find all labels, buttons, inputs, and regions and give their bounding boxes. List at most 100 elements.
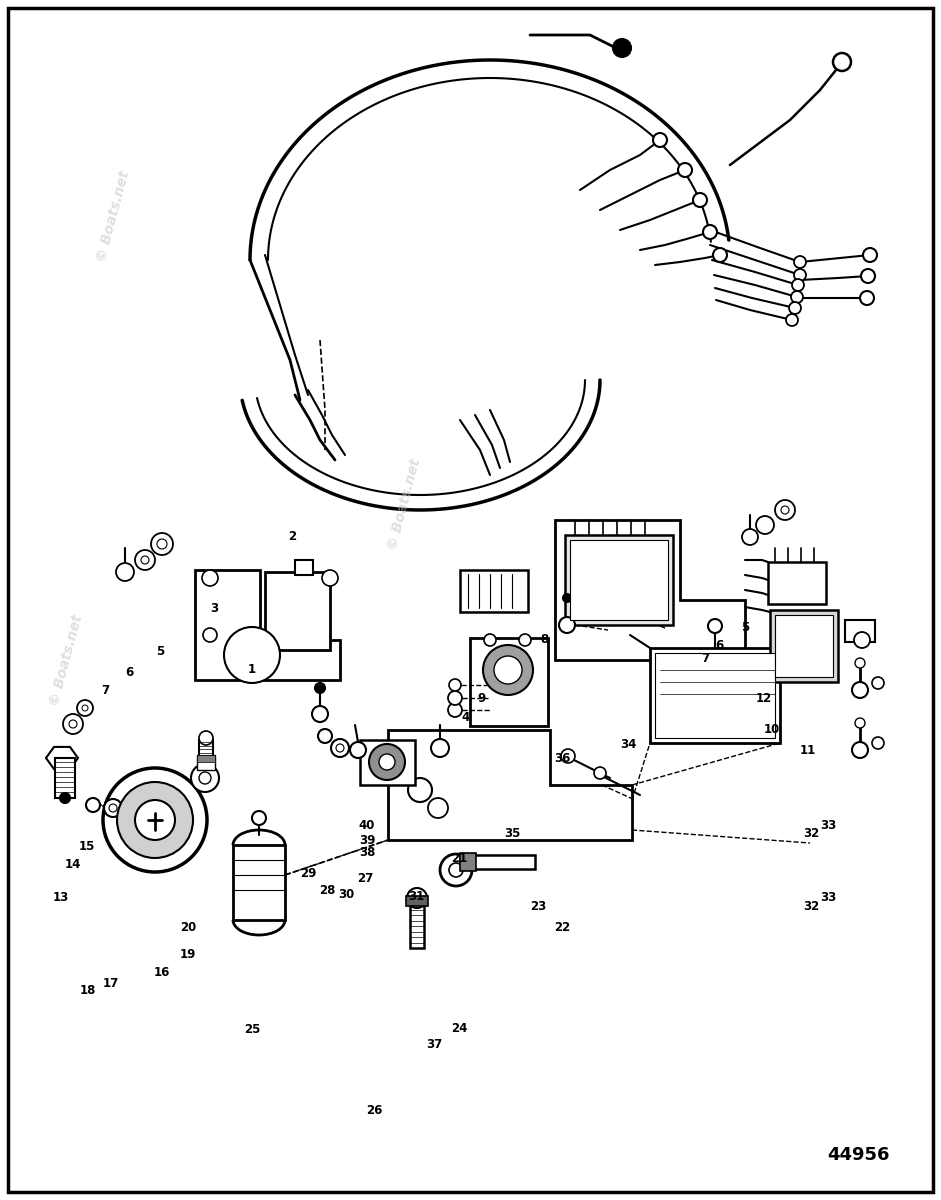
Circle shape: [431, 739, 449, 757]
Circle shape: [350, 742, 366, 758]
Text: © Boats.net: © Boats.net: [386, 457, 423, 551]
Bar: [650, 648, 780, 743]
Text: 6: 6: [126, 666, 134, 678]
Circle shape: [872, 677, 884, 689]
Circle shape: [407, 888, 427, 908]
Circle shape: [408, 778, 432, 802]
Text: 12: 12: [756, 692, 773, 704]
Circle shape: [449, 863, 463, 877]
Circle shape: [135, 800, 175, 840]
Circle shape: [109, 804, 117, 812]
Circle shape: [613, 38, 631, 56]
Bar: [265, 572, 330, 650]
Circle shape: [318, 728, 332, 743]
Bar: [770, 610, 838, 682]
Text: 7: 7: [702, 653, 710, 665]
Circle shape: [792, 278, 804, 290]
Circle shape: [82, 704, 88, 710]
Text: 4: 4: [462, 712, 470, 724]
Circle shape: [833, 53, 851, 71]
Circle shape: [135, 550, 155, 570]
Text: 29: 29: [300, 868, 317, 880]
Circle shape: [563, 594, 571, 602]
Polygon shape: [388, 730, 632, 840]
Circle shape: [791, 290, 803, 302]
Circle shape: [860, 290, 874, 305]
Circle shape: [559, 617, 575, 634]
Polygon shape: [46, 746, 78, 769]
Circle shape: [781, 506, 789, 514]
Circle shape: [448, 703, 462, 716]
Circle shape: [708, 619, 722, 634]
Circle shape: [440, 854, 472, 886]
Circle shape: [69, 720, 77, 728]
Text: 23: 23: [530, 900, 547, 912]
Circle shape: [315, 683, 325, 692]
Text: 17: 17: [103, 978, 120, 990]
Text: 21: 21: [451, 852, 468, 864]
Circle shape: [60, 793, 70, 803]
Circle shape: [713, 248, 727, 262]
Circle shape: [63, 714, 83, 734]
Text: 35: 35: [504, 828, 521, 840]
Text: 13: 13: [53, 892, 70, 904]
Text: 14: 14: [64, 858, 81, 870]
Circle shape: [141, 556, 149, 564]
Text: 32: 32: [803, 900, 820, 912]
Circle shape: [116, 563, 134, 581]
Bar: [775, 614, 833, 677]
Circle shape: [117, 782, 193, 858]
Text: 32: 32: [803, 828, 820, 840]
Text: 33: 33: [820, 820, 837, 832]
Text: 8: 8: [540, 634, 548, 646]
Bar: [845, 620, 875, 642]
Bar: [460, 854, 535, 869]
Bar: [655, 653, 775, 738]
Text: 38: 38: [359, 846, 375, 858]
Text: 6: 6: [716, 640, 724, 652]
Bar: [197, 755, 215, 770]
Text: 22: 22: [554, 922, 571, 934]
Text: 27: 27: [357, 872, 374, 884]
Text: © Boats.net: © Boats.net: [94, 169, 132, 263]
Polygon shape: [555, 520, 745, 660]
Text: 10: 10: [763, 724, 780, 736]
Text: 40: 40: [359, 820, 375, 832]
Circle shape: [742, 529, 758, 545]
Circle shape: [449, 679, 461, 691]
Circle shape: [224, 626, 280, 683]
Bar: [460, 853, 476, 871]
Text: 16: 16: [153, 966, 170, 978]
Bar: [410, 900, 424, 948]
Circle shape: [322, 570, 338, 586]
Text: 5: 5: [156, 646, 164, 658]
Circle shape: [428, 798, 448, 818]
Circle shape: [872, 737, 884, 749]
Bar: [406, 896, 428, 906]
Circle shape: [252, 811, 266, 826]
Circle shape: [151, 533, 173, 554]
Circle shape: [855, 658, 865, 668]
Text: 19: 19: [180, 948, 197, 960]
Circle shape: [594, 767, 606, 779]
Circle shape: [854, 632, 870, 648]
Circle shape: [86, 798, 100, 812]
Circle shape: [191, 764, 219, 792]
Text: 31: 31: [407, 890, 424, 902]
Circle shape: [312, 706, 328, 722]
Text: 36: 36: [554, 752, 571, 764]
Circle shape: [861, 269, 875, 283]
Bar: [570, 540, 668, 620]
Bar: [199, 740, 213, 756]
Text: 9: 9: [478, 692, 486, 704]
Text: 28: 28: [319, 884, 336, 896]
Circle shape: [103, 768, 207, 872]
Circle shape: [678, 163, 692, 176]
Text: 2: 2: [288, 530, 295, 542]
Circle shape: [786, 314, 798, 326]
Circle shape: [561, 749, 575, 763]
Circle shape: [369, 744, 405, 780]
Circle shape: [483, 646, 533, 695]
Text: 37: 37: [426, 1038, 443, 1050]
Bar: [197, 755, 215, 762]
